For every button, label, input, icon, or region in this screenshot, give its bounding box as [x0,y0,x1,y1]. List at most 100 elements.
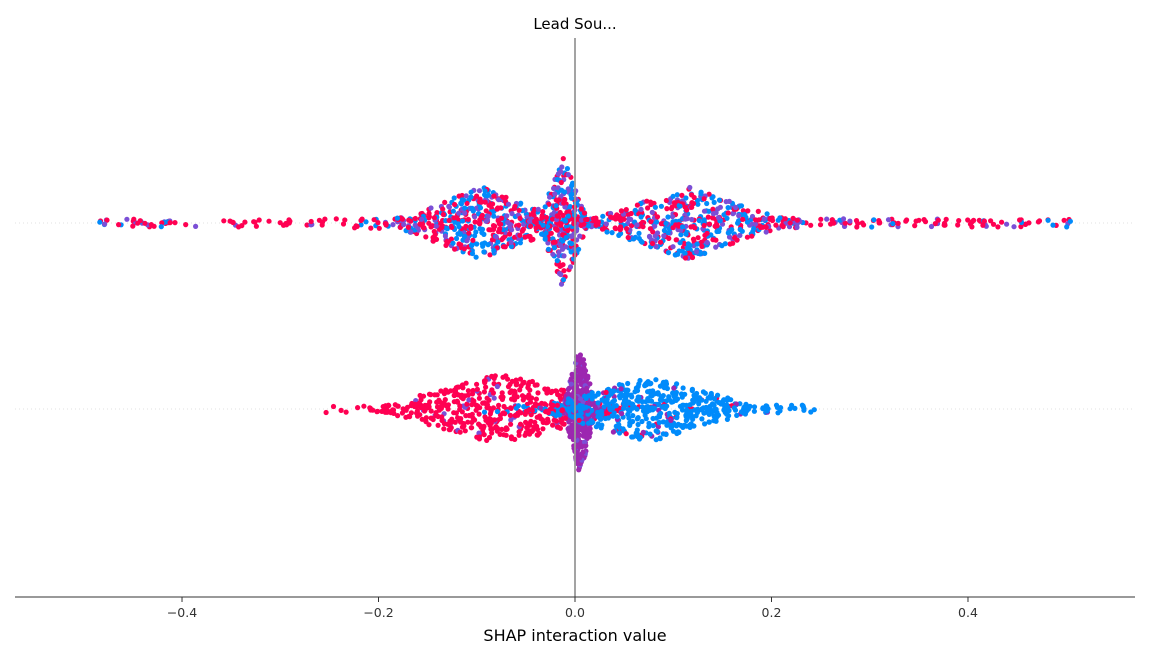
data-point [626,216,632,222]
data-point [468,194,474,200]
data-point [540,222,546,228]
data-point [625,380,631,387]
data-point [673,237,679,243]
data-point [971,217,977,223]
data-point [789,402,795,408]
data-point [967,221,974,227]
data-point [446,204,452,210]
data-point [456,224,462,230]
data-point [567,204,573,210]
data-point [638,214,644,220]
data-point [509,227,515,233]
data-point [486,434,493,441]
x-tick-label: 0.2 [762,605,782,620]
data-point [507,412,513,418]
data-point [636,398,642,404]
data-point [713,406,719,412]
data-point [712,223,718,229]
data-point [565,406,571,412]
data-point [158,224,164,230]
data-point [507,231,513,237]
data-point [466,230,472,236]
data-point [542,204,548,210]
data-point [477,217,483,223]
data-point [443,387,449,393]
data-point [551,185,557,191]
data-point [148,222,154,228]
data-point [695,235,701,241]
data-point [419,416,425,422]
data-point [652,204,659,210]
data-point [763,229,769,235]
data-point [579,387,585,393]
data-point [462,205,468,211]
data-point [657,436,663,442]
data-point [500,244,507,250]
data-point [682,250,688,256]
data-point [538,405,544,411]
data-point [677,240,683,246]
data-point [647,226,654,232]
data-point [634,427,640,433]
data-point [670,244,676,250]
data-point [577,375,583,381]
data-point [540,426,546,432]
data-point [935,217,941,223]
data-point [462,210,468,216]
data-point [675,429,681,435]
data-point [505,201,512,207]
data-point [721,407,727,413]
data-point [808,222,814,228]
data-point [859,220,865,226]
data-point [671,385,677,391]
data-point [497,226,503,232]
data-point [761,216,767,222]
data-point [529,378,536,385]
data-point [916,217,922,223]
data-point [637,434,644,440]
data-point [634,431,641,437]
data-point [442,199,448,205]
data-point [965,217,971,223]
data-point [576,246,582,252]
data-point [368,407,374,413]
data-point [618,386,624,392]
data-point [817,222,824,228]
data-point [473,229,479,235]
data-point [670,193,676,199]
data-point [478,199,484,205]
data-point [632,389,638,395]
data-point [677,203,683,209]
data-point [491,193,497,199]
data-point [488,420,494,426]
data-point [668,417,674,423]
data-point [563,235,569,241]
data-point [713,244,719,250]
data-point [777,408,783,414]
data-point [654,428,661,435]
data-point [578,206,585,212]
data-point [489,430,495,436]
data-point [632,207,638,213]
data-point [782,216,788,222]
data-point [554,176,561,183]
data-point [580,357,587,363]
data-point [395,413,401,419]
data-point [713,210,719,216]
data-point [599,422,605,428]
data-point [734,412,740,418]
data-point [412,215,418,222]
data-point [516,432,522,438]
data-point [687,184,693,191]
data-point [445,421,451,427]
data-point [535,206,541,212]
data-point [497,415,503,422]
data-point [663,379,669,385]
data-point [584,385,590,391]
data-point [323,409,329,416]
data-point [558,242,564,249]
data-point [704,239,710,246]
data-point [580,420,586,426]
data-point [565,213,572,219]
